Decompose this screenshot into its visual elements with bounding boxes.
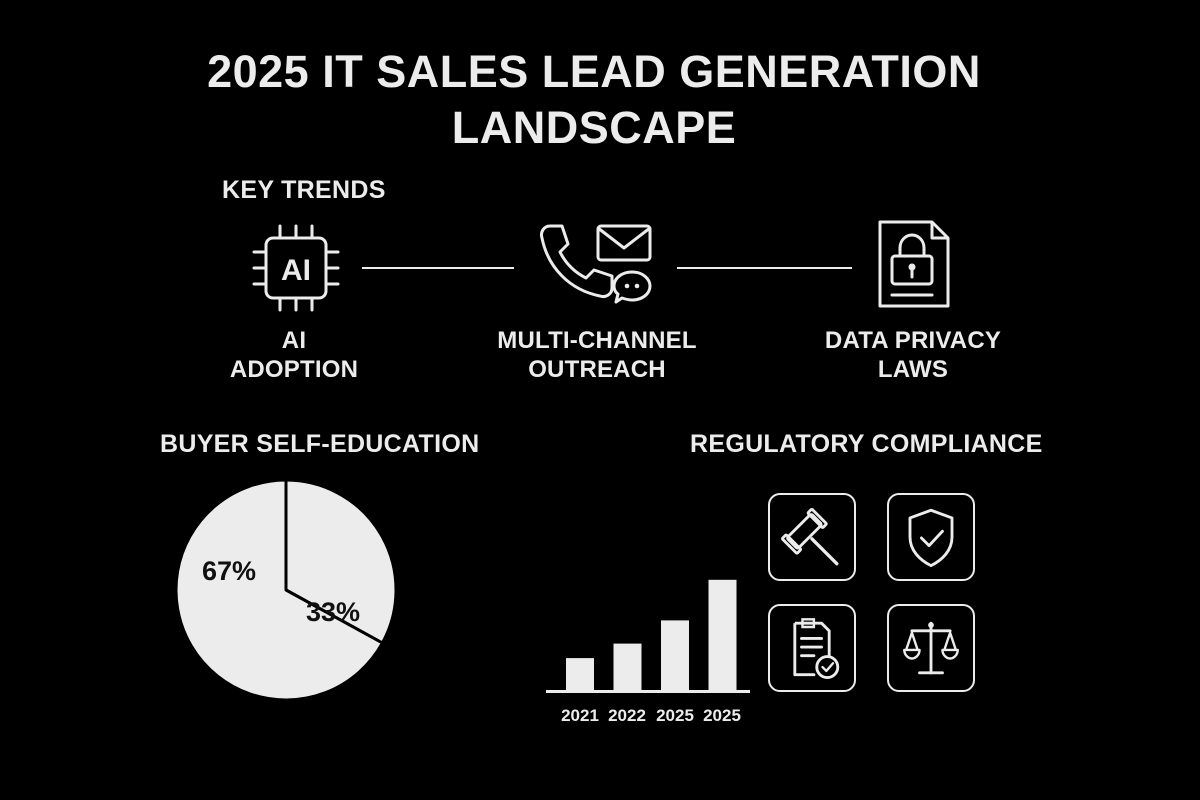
trend-label-data-privacy-laws: DATA PRIVACY LAWS <box>793 326 1033 384</box>
regulatory-compliance-heading: REGULATORY COMPLIANCE <box>690 430 1043 458</box>
phone-mail-chat-icon <box>540 224 652 304</box>
page-title: 2025 IT SALES LEAD GENERATION LANDSCAPE <box>0 44 1188 156</box>
key-trends-heading: KEY TRENDS <box>222 176 386 204</box>
shield-tile <box>887 493 975 581</box>
locked-document-icon <box>878 220 950 308</box>
trend-label-line: MULTI-CHANNEL <box>497 327 697 354</box>
scales-tile <box>887 604 975 692</box>
trend-label-line: LAWS <box>877 356 949 383</box>
pie-label-33: 33% <box>306 597 361 627</box>
trend-label-line: DATA PRIVACY <box>824 327 1002 354</box>
pie-label-67: 67% <box>202 556 257 586</box>
bar-label-2025b: 2025 <box>703 706 741 725</box>
gavel-tile <box>768 493 856 581</box>
bar-2025-2 <box>661 620 689 690</box>
bar-2021-0 <box>566 658 594 690</box>
trend-label-multi-channel-outreach: MULTI-CHANNEL OUTREACH <box>472 326 722 384</box>
bar-2022-1 <box>613 643 642 690</box>
trend-label-ai-adoption: AI ADOPTION <box>194 326 394 384</box>
buyer-self-education-heading: BUYER SELF-EDUCATION <box>160 430 480 458</box>
trend-label-line: AI <box>281 327 307 354</box>
bar-label-2022: 2022 <box>608 706 646 725</box>
gavel-icon <box>781 507 839 566</box>
title-line-2: LANDSCAPE <box>451 102 737 153</box>
document-check-icon <box>793 618 840 680</box>
trend-label-line: OUTREACH <box>528 356 666 383</box>
ai-chip-text: AI <box>281 254 311 287</box>
trend-connector-2 <box>677 267 852 269</box>
bar-2025-3 <box>708 579 737 690</box>
title-line-1: 2025 IT SALES LEAD GENERATION <box>207 46 981 97</box>
trend-connector-1 <box>362 267 514 269</box>
document-tile <box>768 604 856 692</box>
pie-slice-33 <box>284 478 398 645</box>
bar-chart <box>546 579 750 693</box>
bar-label-2021: 2021 <box>561 706 599 725</box>
pie-chart <box>174 478 398 702</box>
ai-chip-icon: AI <box>252 224 340 312</box>
scales-icon <box>903 621 959 675</box>
trend-label-line: ADOPTION <box>229 356 359 383</box>
pie-slice-67 <box>174 478 384 702</box>
bar-label-2025a: 2025 <box>656 706 694 725</box>
shield-check-icon <box>908 508 954 568</box>
